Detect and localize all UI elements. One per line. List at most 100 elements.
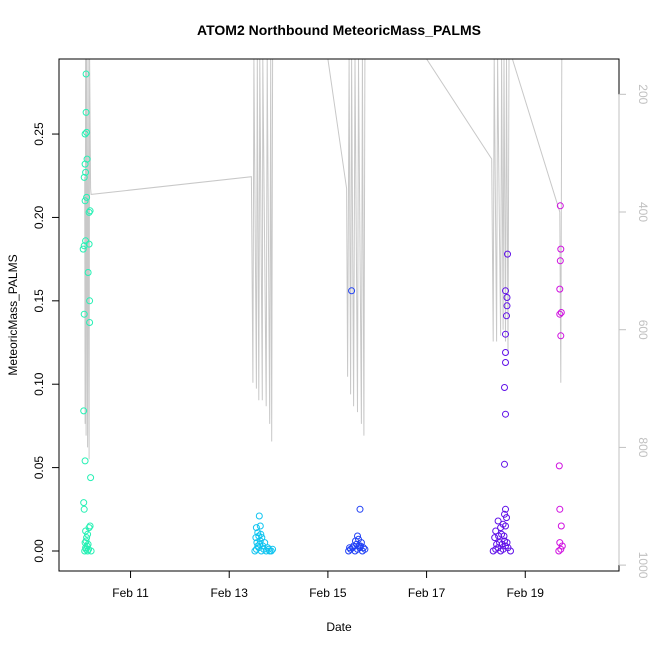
altitude-trace-layer <box>84 58 563 460</box>
data-point <box>556 257 564 265</box>
data-point <box>82 168 90 176</box>
data-point <box>85 524 93 532</box>
data-point <box>557 309 565 316</box>
x-tick-label: Feb 17 <box>408 586 446 600</box>
data-point <box>255 512 263 520</box>
data-point <box>83 534 91 542</box>
data-point <box>504 250 511 258</box>
y-tick-label: 0.05 <box>32 456 46 480</box>
data-point <box>502 287 509 295</box>
data-point <box>82 70 90 78</box>
data-point <box>356 505 364 513</box>
data-point <box>86 319 94 326</box>
data-point <box>84 547 92 555</box>
data-point <box>501 460 508 468</box>
data-point <box>257 530 265 538</box>
x-tick-label: Feb 11 <box>112 586 149 600</box>
data-point <box>361 545 369 553</box>
data-point <box>502 349 509 356</box>
data-point <box>80 499 88 507</box>
data-point <box>557 245 565 253</box>
data-point <box>253 539 261 547</box>
x-axis-title: Date <box>326 620 352 634</box>
data-point <box>556 202 564 210</box>
scatter-points-layer <box>79 70 566 555</box>
data-point <box>83 542 91 550</box>
data-point <box>502 330 509 338</box>
data-point <box>84 269 92 276</box>
data-point <box>82 108 90 116</box>
data-point <box>85 208 93 216</box>
data-point <box>86 207 94 215</box>
x-axis: Feb 11 Feb 13 Feb 15 Feb 17 Feb 19 <box>112 570 545 600</box>
data-point <box>359 544 367 552</box>
data-point <box>82 537 90 545</box>
data-point <box>81 457 89 465</box>
data-point <box>503 539 511 547</box>
data-point <box>80 505 88 513</box>
right-tick-label: 600 <box>636 320 650 340</box>
data-point <box>80 242 88 250</box>
data-point <box>502 410 509 418</box>
data-point <box>80 310 88 318</box>
data-point <box>354 532 361 540</box>
right-tick-label: 1000 <box>636 552 650 579</box>
right-axis: 200 400 600 800 1000 <box>618 84 650 579</box>
data-point <box>81 197 89 205</box>
data-point <box>555 462 563 470</box>
data-point <box>83 155 91 163</box>
data-point <box>258 534 266 542</box>
right-tick-label: 400 <box>636 202 650 222</box>
data-point <box>80 407 88 415</box>
data-point <box>555 547 563 555</box>
y-axis-title: MeteoricMass_PALMS <box>6 254 20 375</box>
y-axis: 0.00 0.05 0.10 0.15 0.20 0.25 <box>32 122 60 563</box>
data-point <box>501 384 508 391</box>
data-point <box>269 545 277 553</box>
data-point <box>503 294 511 301</box>
y-tick-label: 0.15 <box>32 289 46 313</box>
data-point <box>83 128 91 136</box>
data-point <box>494 517 502 525</box>
data-point <box>86 522 94 530</box>
data-point <box>557 522 565 530</box>
y-tick-label: 0.10 <box>32 372 46 396</box>
data-point <box>80 173 88 181</box>
y-tick-label: 0.25 <box>32 122 46 146</box>
data-point <box>87 547 95 555</box>
data-point <box>491 534 499 542</box>
data-point <box>81 539 89 547</box>
data-point <box>507 547 514 555</box>
data-point <box>261 539 269 547</box>
data-point <box>502 522 509 530</box>
data-point <box>81 130 89 138</box>
data-point <box>500 532 508 540</box>
data-point <box>87 474 95 482</box>
data-point <box>355 535 362 543</box>
data-point <box>79 245 87 253</box>
data-point <box>556 310 564 318</box>
data-point <box>556 285 564 293</box>
right-tick-label: 800 <box>636 437 650 457</box>
data-point <box>502 359 509 366</box>
right-tick-label: 200 <box>636 84 650 104</box>
x-tick-label: Feb 19 <box>507 586 545 600</box>
x-tick-label: Feb 13 <box>211 586 249 600</box>
x-tick-label: Feb 15 <box>309 586 347 600</box>
data-point <box>557 332 565 340</box>
data-point <box>556 539 564 547</box>
data-point <box>86 297 94 305</box>
data-point <box>348 287 356 295</box>
data-point <box>503 302 511 310</box>
data-point <box>503 312 510 320</box>
chart-title: ATOM2 Northbound MeteoricMass_PALMS <box>197 22 481 38</box>
data-point <box>256 537 264 545</box>
data-point <box>557 545 565 553</box>
data-point <box>501 510 508 518</box>
data-point <box>502 505 509 513</box>
data-point <box>252 524 260 532</box>
data-point <box>556 505 564 513</box>
altitude-trace-line <box>84 58 563 460</box>
y-tick-label: 0.00 <box>32 539 46 563</box>
